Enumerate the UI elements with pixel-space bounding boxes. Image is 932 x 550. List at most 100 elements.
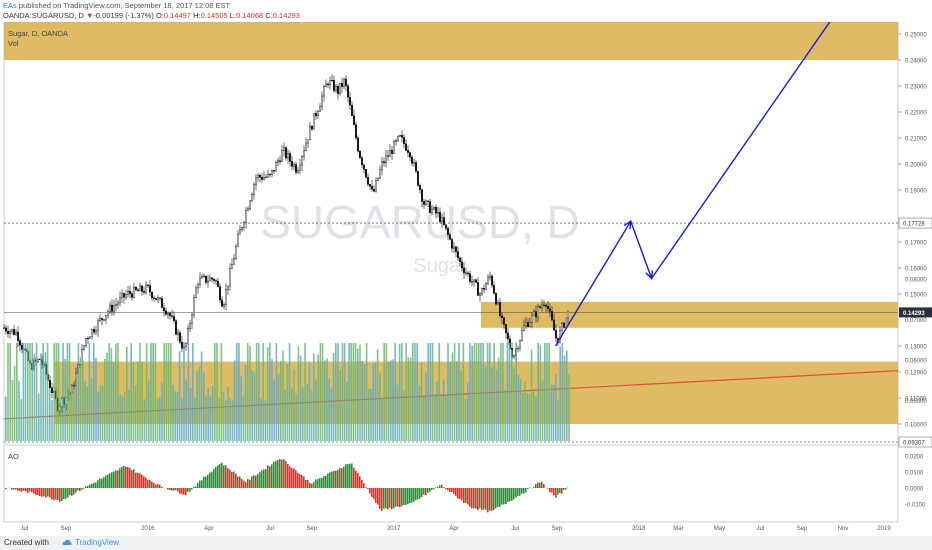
volume-bar bbox=[249, 345, 251, 441]
volume-bar bbox=[396, 384, 399, 441]
candle-body bbox=[130, 293, 133, 298]
volume-bar bbox=[412, 343, 414, 441]
ao-bar bbox=[453, 488, 455, 494]
ao-bar bbox=[173, 488, 175, 491]
author-link[interactable]: EAs bbox=[3, 1, 17, 10]
candle-body bbox=[399, 135, 402, 137]
ao-bar bbox=[77, 488, 79, 491]
volume-bar bbox=[253, 372, 256, 441]
ao-bar bbox=[485, 488, 487, 510]
candle-body bbox=[373, 188, 376, 192]
candle-body bbox=[487, 277, 490, 284]
level-label-box bbox=[898, 436, 932, 448]
ao-bar bbox=[93, 482, 95, 488]
volume-bar bbox=[260, 398, 262, 441]
candle-body bbox=[291, 161, 294, 167]
volume-title: Vol bbox=[8, 39, 19, 48]
ao-bar bbox=[537, 482, 539, 488]
candle-body bbox=[499, 302, 502, 316]
volume-bar bbox=[506, 343, 509, 441]
candle-body bbox=[176, 332, 179, 335]
ao-bar bbox=[241, 478, 243, 488]
candle-body bbox=[335, 85, 338, 91]
candle-body bbox=[12, 329, 15, 335]
candle-body bbox=[405, 143, 408, 151]
volume-bar bbox=[357, 348, 359, 441]
time-tick-label: Apr bbox=[449, 526, 458, 532]
candle-body bbox=[447, 228, 450, 235]
candle-body bbox=[295, 164, 298, 173]
volume-bar bbox=[315, 379, 317, 441]
volume-bar bbox=[332, 353, 335, 441]
volume-bar bbox=[449, 361, 451, 441]
price-tick-label: 0.22000 bbox=[905, 111, 927, 117]
volume-bar bbox=[33, 353, 36, 441]
time-tick-label: May bbox=[714, 526, 725, 532]
volume-bar bbox=[561, 343, 564, 441]
candle-body bbox=[190, 314, 193, 324]
volume-bar bbox=[121, 396, 124, 441]
volume-bar bbox=[409, 357, 412, 441]
ao-bar bbox=[251, 476, 253, 488]
volume-bar bbox=[44, 352, 47, 441]
volume-bar bbox=[167, 343, 170, 441]
candle-body bbox=[186, 328, 189, 344]
candle-body bbox=[283, 147, 286, 151]
candle-body bbox=[325, 83, 328, 87]
volume-bar bbox=[335, 343, 337, 441]
candle-body bbox=[156, 297, 159, 301]
ao-bar bbox=[31, 488, 33, 493]
ao-bar bbox=[517, 488, 519, 497]
ao-bar bbox=[541, 481, 543, 488]
ao-bar bbox=[141, 474, 143, 488]
candle-body bbox=[337, 85, 340, 94]
tradingview-link[interactable]: TradingView bbox=[62, 538, 119, 547]
level-label-text: 0.09307 bbox=[903, 441, 925, 447]
volume-bar bbox=[112, 362, 115, 441]
candle-body bbox=[367, 177, 370, 185]
candle-body bbox=[202, 275, 205, 277]
volume-bar bbox=[123, 391, 126, 441]
candle-body bbox=[17, 331, 20, 341]
candle-body bbox=[547, 306, 550, 309]
volume-bar bbox=[101, 385, 104, 441]
candle-body bbox=[154, 298, 157, 301]
candle-body bbox=[485, 283, 488, 290]
candle-body bbox=[21, 344, 24, 350]
volume-tick-label: 0.07000 bbox=[905, 318, 927, 324]
ao-bar bbox=[57, 488, 59, 501]
ao-bar bbox=[319, 478, 321, 488]
candle-body bbox=[369, 184, 372, 187]
ao-bar bbox=[273, 461, 275, 488]
candle-body bbox=[467, 272, 470, 274]
price-chart[interactable]: 0.300000.290000.280000.270000.250000.240… bbox=[0, 22, 932, 536]
candle-body bbox=[319, 106, 322, 112]
ao-bar bbox=[159, 484, 161, 488]
ao-bar bbox=[309, 482, 311, 488]
volume-bar bbox=[220, 343, 223, 441]
ao-bar bbox=[549, 488, 551, 493]
volume-bar bbox=[264, 400, 267, 441]
volume-bar bbox=[489, 343, 491, 441]
ao-bar bbox=[555, 488, 557, 498]
ao-bar bbox=[221, 462, 223, 488]
candle-body bbox=[136, 289, 139, 292]
ao-bar bbox=[65, 488, 67, 499]
ao-bar bbox=[153, 482, 155, 488]
ao-bar bbox=[301, 475, 303, 488]
time-tick-label: 2018 bbox=[632, 526, 646, 532]
candle-body bbox=[483, 288, 486, 290]
volume-bar bbox=[471, 345, 473, 441]
time-tick-label: Sep bbox=[797, 526, 808, 532]
volume-bar bbox=[242, 395, 245, 441]
volume-bar bbox=[425, 372, 427, 441]
candle-body bbox=[333, 80, 336, 91]
ao-bar bbox=[513, 488, 515, 500]
ao-bar bbox=[199, 480, 201, 488]
candle-body bbox=[491, 275, 494, 286]
candle-body bbox=[275, 162, 278, 172]
ao-bar bbox=[145, 477, 147, 488]
volume-bar bbox=[464, 398, 467, 441]
volume-bar bbox=[152, 343, 154, 441]
volume-bar bbox=[317, 354, 319, 441]
